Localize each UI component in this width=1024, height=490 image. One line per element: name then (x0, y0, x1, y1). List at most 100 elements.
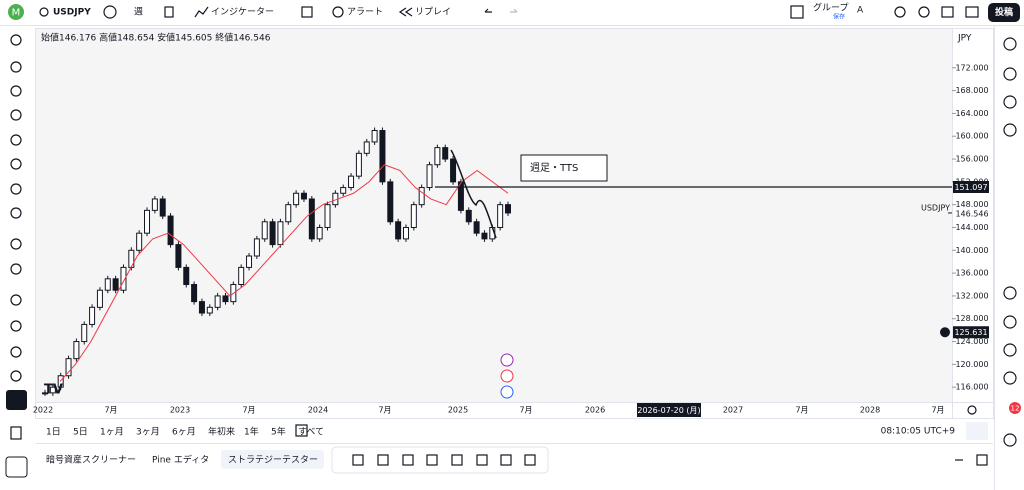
indicators[interactable]: インジケーター (211, 7, 274, 18)
adjust-button[interactable] (966, 422, 988, 440)
tool-icon[interactable] (10, 34, 22, 46)
tool-icon[interactable] (10, 207, 22, 219)
candle (57, 375, 64, 388)
tab[interactable]: ストラテジーテスター (228, 455, 318, 466)
fullscreen[interactable] (941, 6, 954, 18)
panel-icon[interactable] (1003, 371, 1017, 385)
favorites[interactable] (5, 456, 28, 478)
timeframe[interactable]: 1日 (46, 427, 61, 438)
panel-icon[interactable] (1003, 343, 1017, 357)
snapshot[interactable] (965, 6, 979, 18)
replay[interactable]: リプレイ (415, 7, 451, 18)
tab-active[interactable] (221, 450, 324, 469)
candle (144, 209, 151, 234)
settings[interactable] (918, 6, 930, 18)
candle (214, 295, 221, 308)
maximize[interactable] (976, 454, 988, 466)
draw-tool[interactable] (524, 454, 536, 466)
clock[interactable]: 08:10:05 UTC+9 (881, 427, 956, 437)
group[interactable]: グループ (813, 2, 848, 14)
tool-icon[interactable] (10, 109, 22, 121)
tool-icon[interactable] (10, 61, 22, 73)
candle (65, 358, 72, 377)
symbol[interactable]: USDJPY (53, 8, 91, 18)
tab[interactable]: 暗号資産スクリーナー (46, 454, 136, 466)
x-tick-label: 2025 (448, 406, 468, 415)
annotation-box[interactable] (520, 154, 608, 182)
draw-tool[interactable] (476, 454, 488, 466)
candle (238, 266, 245, 286)
draw-tool[interactable] (500, 454, 512, 466)
avatar[interactable] (8, 4, 24, 20)
tool-icon[interactable] (10, 294, 22, 306)
draw-tool[interactable] (426, 454, 438, 466)
panel-icon[interactable] (1003, 315, 1017, 329)
draw-tool[interactable] (451, 454, 463, 466)
timeframe[interactable]: 5年 (271, 426, 286, 438)
undo[interactable] (484, 8, 492, 13)
tool-icon[interactable] (10, 134, 22, 146)
quick-search[interactable] (894, 6, 906, 18)
candle (450, 158, 457, 183)
interval[interactable]: 週 (134, 7, 143, 18)
chart-type[interactable] (164, 6, 174, 18)
timeframe[interactable]: 3ヶ月 (136, 427, 160, 438)
tool-icon[interactable] (10, 183, 22, 195)
x-tick-label: 7月 (242, 406, 255, 415)
y-tick-label: 160.000 (955, 132, 988, 141)
timeframe[interactable]: 1年 (244, 426, 259, 438)
candle (151, 198, 158, 211)
add-symbol[interactable] (103, 5, 117, 19)
event-icon[interactable] (500, 369, 514, 383)
tool-active[interactable] (6, 390, 27, 410)
y-tick-label: 128.000 (955, 314, 988, 323)
tool-icon[interactable] (10, 320, 22, 332)
tool-icon[interactable] (10, 238, 22, 250)
publish-button[interactable] (988, 3, 1020, 22)
candle (442, 147, 449, 160)
tool-icon[interactable] (10, 158, 22, 170)
panel-icon[interactable] (1003, 286, 1017, 300)
candle (277, 221, 284, 246)
panel-icon[interactable] (1003, 433, 1017, 447)
draw-tool[interactable] (377, 454, 389, 466)
candle (363, 141, 370, 154)
templates[interactable] (301, 6, 313, 18)
layout-name[interactable]: A (857, 6, 864, 16)
layout-icon[interactable] (790, 5, 804, 19)
tool-icon[interactable] (10, 263, 22, 275)
y-tick-label: 132.000 (955, 291, 988, 300)
currency[interactable]: JPY (957, 34, 972, 44)
tab[interactable]: Pine エディタ (152, 454, 209, 466)
search-icon[interactable] (39, 7, 49, 17)
alert[interactable]: アラート (347, 7, 383, 18)
redo[interactable] (510, 8, 518, 13)
candle (191, 284, 198, 303)
trash[interactable] (10, 426, 22, 440)
event-icon[interactable] (500, 385, 514, 399)
timeframe[interactable]: 6ヶ月 (172, 427, 196, 438)
timeframe[interactable]: 1ヶ月 (100, 427, 124, 438)
date-range[interactable] (295, 424, 308, 437)
y-tick-label: 136.000 (955, 269, 988, 278)
panel-icon[interactable] (1003, 67, 1017, 81)
panel-icon[interactable] (1003, 123, 1017, 137)
event-icon[interactable] (500, 353, 514, 367)
panel-icon[interactable] (1003, 95, 1017, 109)
tool-icon[interactable] (10, 85, 22, 97)
candle (300, 192, 307, 200)
timeframe[interactable]: すべて (298, 427, 324, 438)
tool-icon[interactable] (10, 346, 22, 358)
save[interactable]: 保存 (833, 13, 845, 21)
axis-settings[interactable] (967, 405, 977, 415)
tool-icon[interactable] (10, 370, 22, 382)
timeframe[interactable]: 年初来 (208, 426, 235, 438)
draw-tool[interactable] (402, 454, 414, 466)
panel-icon[interactable] (1003, 37, 1017, 51)
draw-tool[interactable] (352, 454, 364, 466)
y-tick-label: 140.000 (955, 246, 988, 255)
candle (402, 226, 409, 240)
timeframe[interactable]: 5日 (73, 427, 88, 438)
add-alert[interactable] (940, 327, 950, 338)
